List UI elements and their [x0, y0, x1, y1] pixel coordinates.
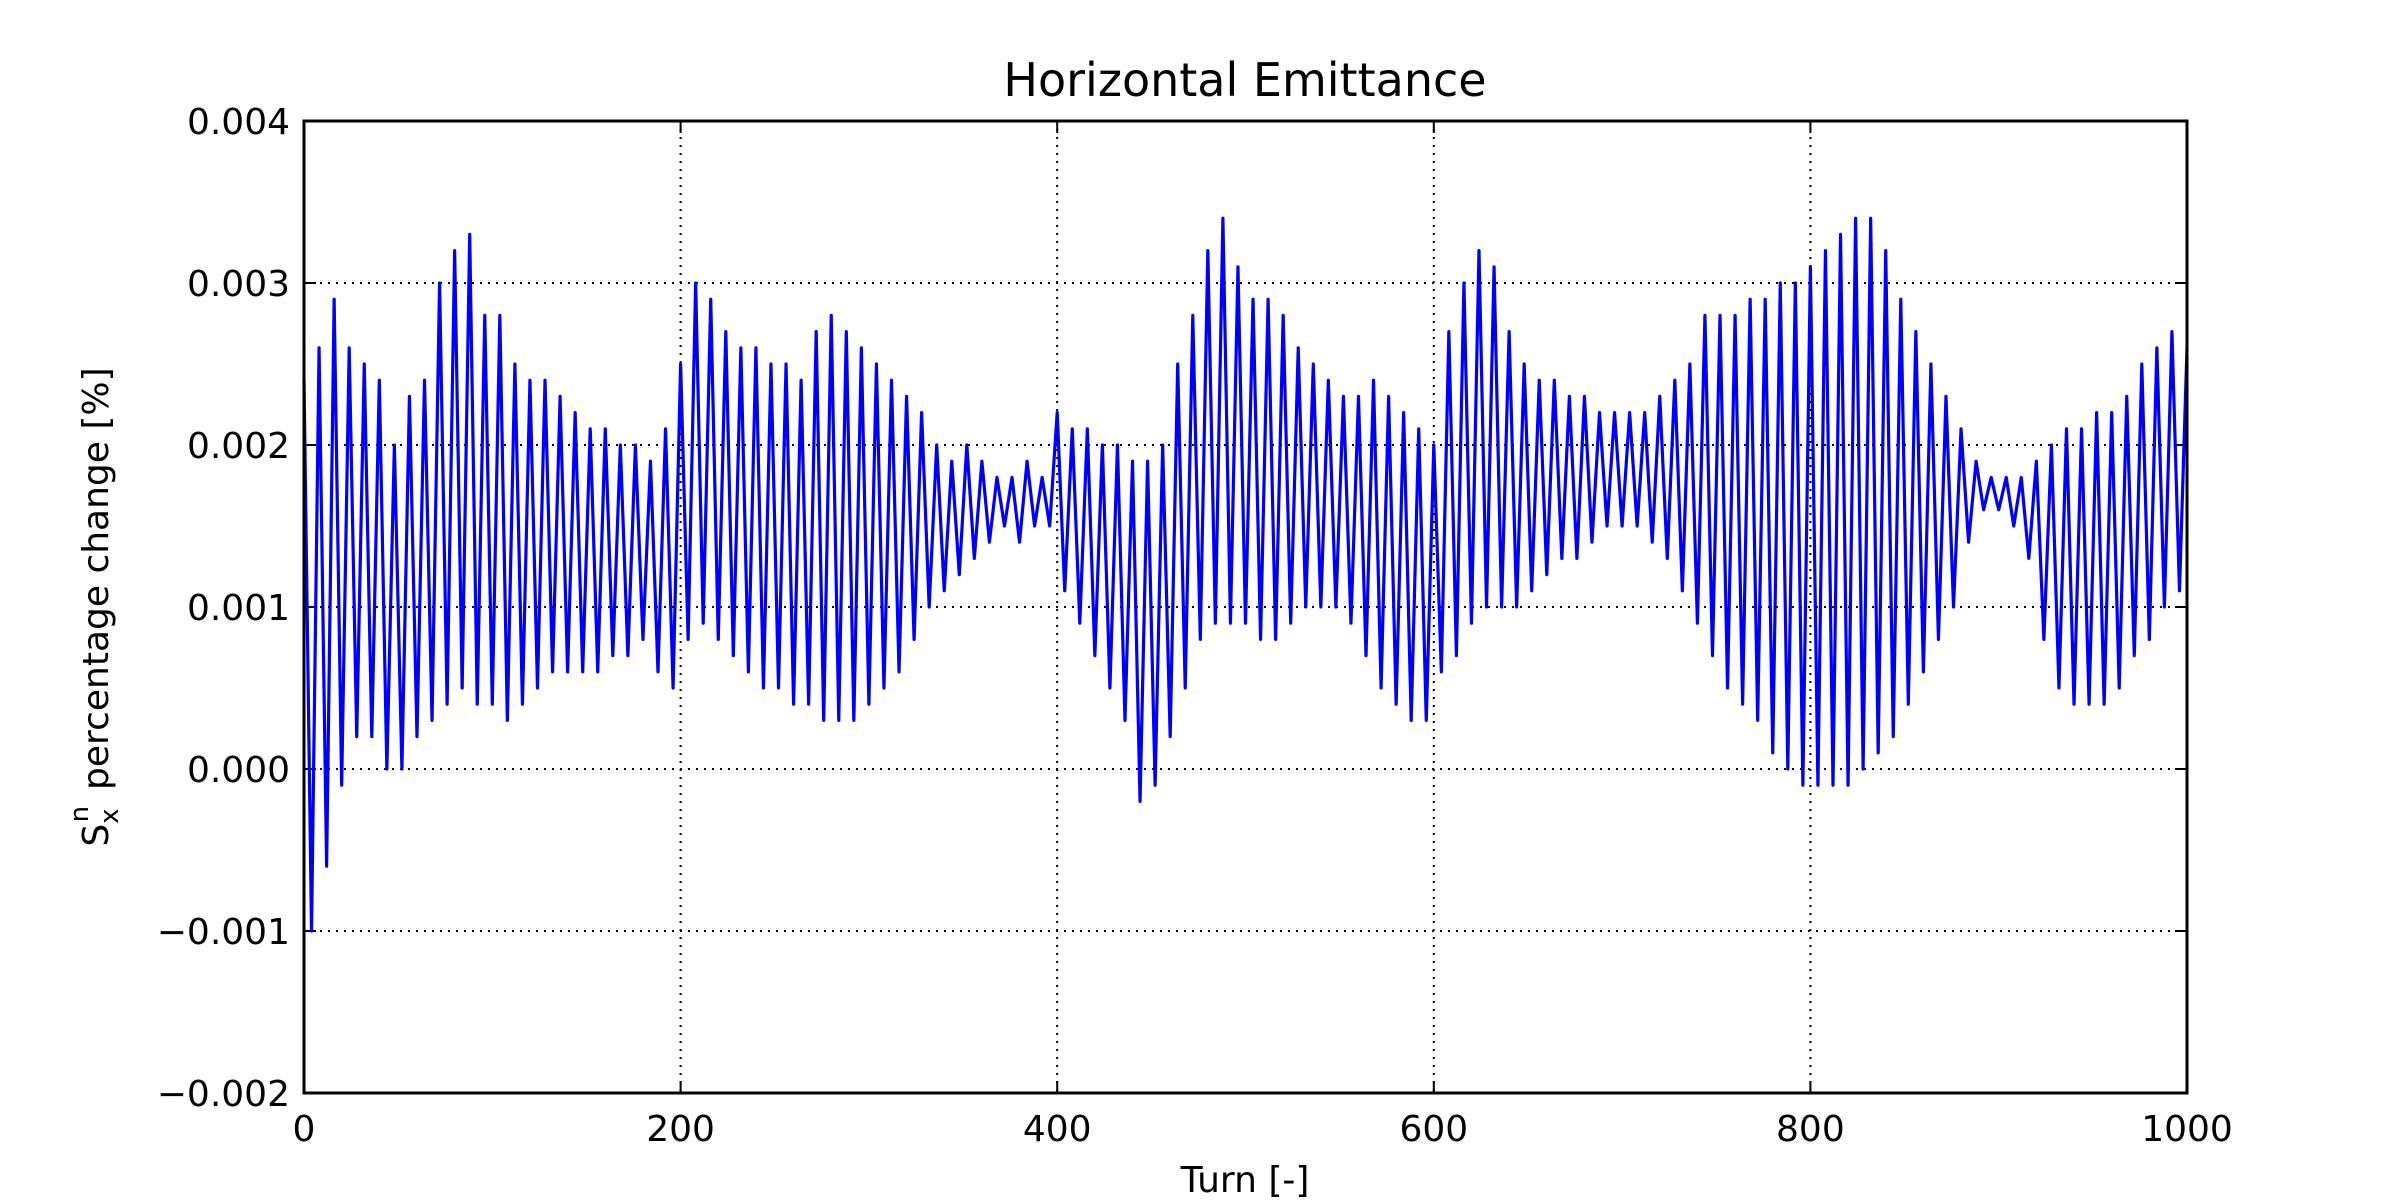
- y-axis-label: Sxn percentage change [%]: [65, 367, 125, 846]
- plot-frame: [302, 119, 2189, 1095]
- x-axis-label: Turn [-]: [1180, 1160, 1310, 1200]
- y-label-sub: x: [95, 808, 125, 823]
- y-tick-label: 0.004: [187, 102, 290, 143]
- chart-title: Horizontal Emittance: [1003, 53, 1486, 107]
- y-tick-label: 0.002: [187, 426, 290, 467]
- y-tick-label: −0.001: [157, 912, 290, 953]
- x-tick-label: 800: [1776, 1109, 1845, 1150]
- x-tick-label: 0: [293, 1109, 316, 1150]
- x-tick-label: 600: [1399, 1109, 1468, 1150]
- y-tick-label: 0.001: [187, 588, 290, 629]
- y-label-symbol: S: [76, 824, 117, 847]
- y-tick-label: −0.002: [157, 1074, 290, 1115]
- data-line: [302, 216, 2189, 933]
- y-tick-label: 0.000: [187, 750, 290, 791]
- x-tick-label: 400: [1023, 1109, 1092, 1150]
- y-tick-label: 0.003: [187, 264, 290, 305]
- x-tick-label: 1000: [2141, 1109, 2233, 1150]
- y-label-sup: n: [65, 806, 95, 822]
- x-tick-label: 200: [646, 1109, 715, 1150]
- y-label-text: percentage change [%]: [76, 367, 117, 790]
